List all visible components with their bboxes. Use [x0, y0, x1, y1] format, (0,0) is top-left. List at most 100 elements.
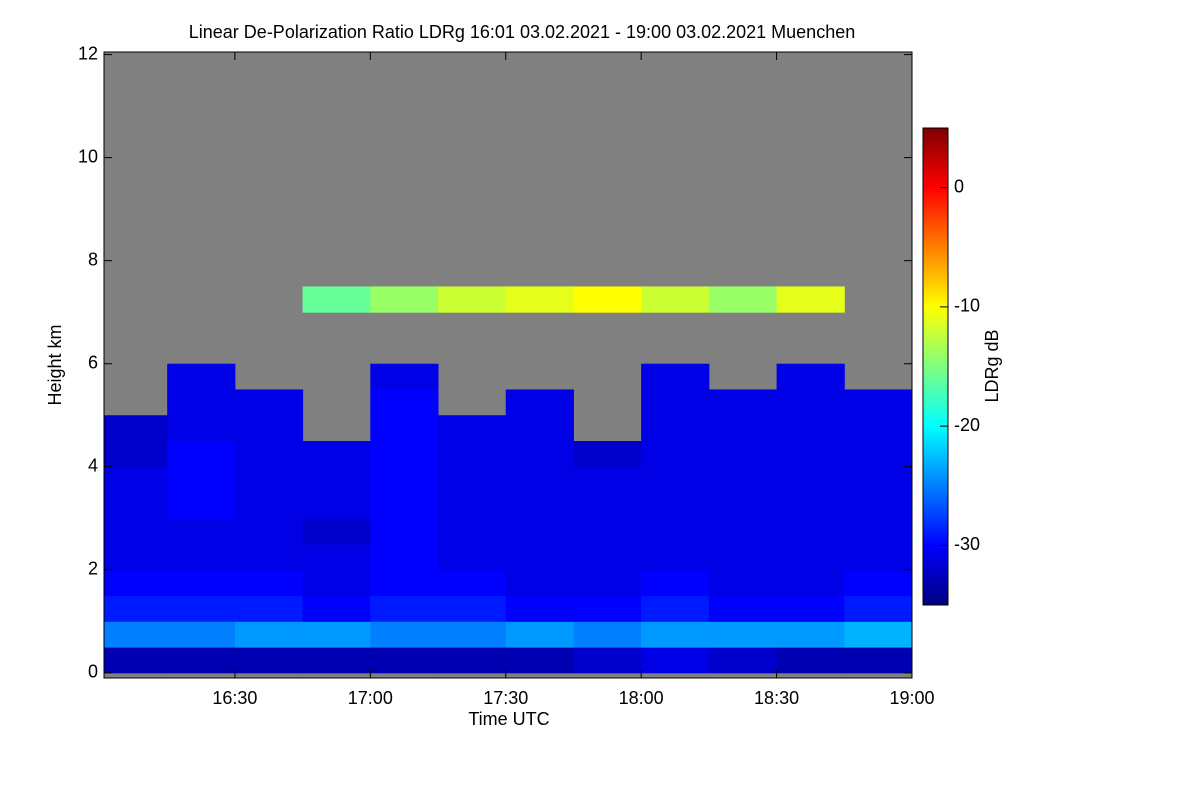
colorbar-tick-label: -20: [954, 415, 980, 435]
cell: [167, 415, 236, 442]
cell: [104, 415, 168, 442]
cell: [844, 415, 913, 442]
cell: [167, 363, 236, 390]
cell: [708, 569, 778, 597]
y-axis-label: Height km: [45, 324, 65, 405]
cell: [573, 621, 642, 648]
cell: [167, 466, 236, 494]
cell: [438, 569, 507, 597]
cell: [505, 518, 574, 545]
cell: [505, 569, 574, 597]
cell: [844, 621, 913, 648]
cell: [370, 440, 439, 468]
cell: [776, 389, 845, 416]
cell: [708, 621, 778, 648]
cell: [370, 621, 439, 648]
cell: [234, 544, 304, 571]
cell: [844, 518, 913, 545]
cell: [438, 440, 507, 468]
cell: [302, 647, 371, 674]
cell: [641, 492, 710, 519]
y-tick-label: 2: [88, 559, 98, 579]
cell: [234, 595, 304, 622]
cell: [641, 440, 710, 468]
cell: [438, 595, 507, 622]
cell: [505, 389, 574, 416]
cell: [708, 440, 778, 468]
cell: [104, 569, 168, 597]
cell: [302, 518, 371, 545]
cell: [438, 466, 507, 494]
y-tick-label: 8: [88, 249, 98, 269]
y-tick-label: 6: [88, 352, 98, 372]
cell: [234, 389, 304, 416]
colorbar-tick-label: -30: [954, 534, 980, 554]
cell: [370, 492, 439, 519]
x-tick-label: 19:00: [889, 688, 934, 708]
cell: [438, 492, 507, 519]
cell: [844, 544, 913, 571]
cell: [776, 286, 845, 313]
cell: [573, 466, 642, 494]
x-tick-label: 18:30: [754, 688, 799, 708]
cell: [708, 544, 778, 571]
cell: [104, 647, 168, 674]
cell: [573, 595, 642, 622]
cell: [370, 569, 439, 597]
cell: [302, 621, 371, 648]
cell: [708, 466, 778, 494]
cell: [573, 518, 642, 545]
cell: [844, 569, 913, 597]
cell: [844, 492, 913, 519]
heatmap: [104, 286, 913, 674]
colorbar-label: LDRg dB: [982, 329, 1002, 402]
cell: [167, 569, 236, 597]
cell: [167, 595, 236, 622]
cell: [438, 647, 507, 674]
cell: [370, 286, 439, 313]
cell: [505, 440, 574, 468]
cell: [167, 440, 236, 468]
cell: [370, 647, 439, 674]
cell: [776, 466, 845, 494]
cell: [234, 518, 304, 545]
cell: [573, 440, 642, 468]
cell: [844, 389, 913, 416]
colorbar-tick-label: 0: [954, 176, 964, 196]
cell: [234, 569, 304, 597]
cell: [776, 363, 845, 390]
x-tick-label: 17:30: [483, 688, 528, 708]
cell: [438, 286, 507, 313]
cell: [844, 440, 913, 468]
cell: [641, 621, 710, 648]
x-tick-label: 18:00: [619, 688, 664, 708]
cell: [776, 647, 845, 674]
cell: [505, 492, 574, 519]
cell: [104, 544, 168, 571]
cell: [104, 518, 168, 545]
cell: [302, 466, 371, 494]
cell: [234, 415, 304, 442]
cell: [370, 595, 439, 622]
cell: [104, 492, 168, 519]
cell: [302, 595, 371, 622]
cell: [505, 621, 574, 648]
cell: [234, 466, 304, 494]
cell: [370, 415, 439, 442]
cell: [708, 389, 778, 416]
cell: [573, 544, 642, 571]
cell: [505, 286, 574, 313]
cell: [641, 544, 710, 571]
cell: [776, 544, 845, 571]
chart-title: Linear De-Polarization Ratio LDRg 16:01 …: [189, 22, 855, 42]
cell: [641, 363, 710, 390]
cell: [844, 647, 913, 674]
cell: [167, 544, 236, 571]
cell: [302, 286, 371, 313]
cell: [708, 415, 778, 442]
cell: [708, 492, 778, 519]
cell: [505, 595, 574, 622]
y-tick-label: 0: [88, 662, 98, 682]
